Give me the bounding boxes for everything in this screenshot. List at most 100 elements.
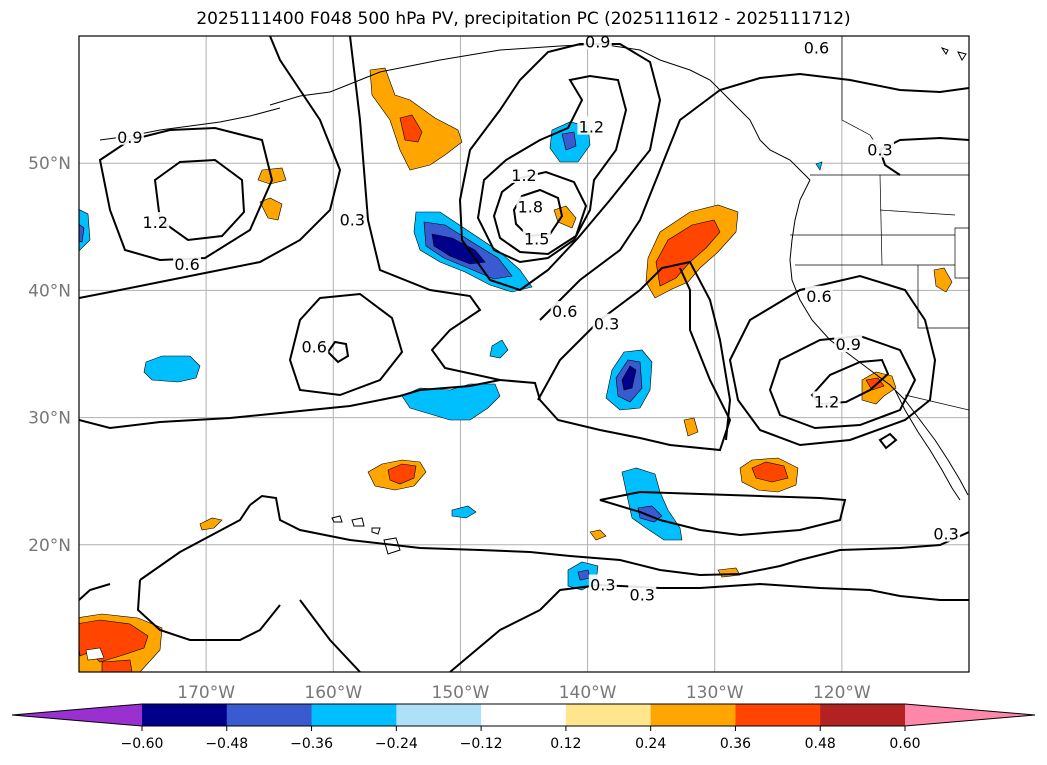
colorbar-tick-label: 0.24 xyxy=(635,736,666,752)
colorbar-extend-low xyxy=(12,704,142,726)
border-states-4 xyxy=(954,227,969,279)
island-small-1 xyxy=(940,47,949,55)
hawaii-island-4 xyxy=(383,537,401,555)
lat-tick-label: 40°N xyxy=(28,281,71,301)
contour-label: 0.9 xyxy=(115,126,144,147)
lon-tick-label: 160°W xyxy=(304,683,362,703)
svg-text:0.3: 0.3 xyxy=(867,140,892,159)
precip-area-east-positive-core xyxy=(751,461,789,483)
pv-contour-0.3-ridge-south xyxy=(599,490,847,537)
svg-text:0.3: 0.3 xyxy=(933,525,958,544)
svg-text:1.2: 1.2 xyxy=(579,118,604,137)
pv-contour-0.3-subtropics xyxy=(79,379,501,430)
island-small-2 xyxy=(957,51,967,61)
svg-text:0.9: 0.9 xyxy=(585,32,610,51)
svg-text:1.2: 1.2 xyxy=(511,166,536,185)
pv-contour-0.9-small-loop xyxy=(878,432,898,450)
colorbar-segment xyxy=(311,704,397,726)
precip-area-small-cyan-1 xyxy=(489,339,509,359)
svg-text:0.3: 0.3 xyxy=(340,210,365,229)
colorbar-segment xyxy=(735,704,821,726)
precip-area-alaska-positive-core xyxy=(399,114,423,143)
contour-label: 0.3 xyxy=(866,139,894,159)
pv-contour-0.9-west xyxy=(98,126,274,262)
contour-labels: 0.9 1.2 0.6 0.3 0.6 1.2 1.8 1.5 1.2 0.9 0.6 0.3 0.6 0… xyxy=(115,32,961,605)
pv-contour-1.2-gulf xyxy=(476,74,628,264)
svg-text:0.3: 0.3 xyxy=(630,586,655,605)
lat-tick-label: 20°N xyxy=(28,536,71,556)
precip-area-west-negative xyxy=(143,355,201,383)
precip-area-gulf-negative-core xyxy=(561,131,577,151)
pv-contour-0.9-gulf xyxy=(458,43,662,292)
contour-label: 0.6 xyxy=(173,253,202,274)
contour-label: 0.3 xyxy=(592,313,621,334)
svg-text:0.6: 0.6 xyxy=(806,287,831,306)
map-background xyxy=(79,36,969,672)
pv-contour-0.3-west xyxy=(349,36,732,452)
precip-area-band-negative xyxy=(401,383,501,421)
precip-area-alaska-positive xyxy=(369,67,463,171)
pv-contour-0.3-south xyxy=(249,494,969,577)
contour-label: 0.9 xyxy=(834,334,863,354)
colorbar-tick-label: −0.24 xyxy=(375,736,418,752)
lon-tick-label: 170°W xyxy=(177,683,235,703)
precip-area-small-cyan-4 xyxy=(815,161,823,171)
svg-text:1.2: 1.2 xyxy=(814,392,839,411)
colorbar-segment xyxy=(226,704,313,726)
pv-contour-1.8-gulf xyxy=(512,188,564,238)
border-states-2 xyxy=(879,174,883,266)
contour-label: 0.6 xyxy=(300,336,329,357)
hawaii-island-3 xyxy=(371,527,381,535)
svg-text:0.9: 0.9 xyxy=(835,335,860,354)
contour-label: 1.2 xyxy=(510,164,538,185)
contour-label: 0.3 xyxy=(628,584,657,605)
pv-contour-0.3-southeast xyxy=(539,582,969,611)
colorbar-tick-label: −0.12 xyxy=(460,736,503,752)
pv-contour-0.3-southwest-loop xyxy=(136,579,281,641)
precip-area-nevada-positive xyxy=(933,267,953,293)
contour-label: 0.6 xyxy=(550,301,579,321)
pv-contour-0.3-bottom xyxy=(299,599,361,672)
precip-area-southwest-positive-core-2 xyxy=(101,659,133,672)
colorbar-segment xyxy=(820,704,906,726)
precip-area-southwest-positive-hole xyxy=(85,647,105,661)
longitude-labels: 170°W 160°W 150°W 140°W 130°W 120°W xyxy=(177,683,871,703)
svg-text:0.3: 0.3 xyxy=(590,576,615,595)
colorbar-tick-label: 0.48 xyxy=(805,736,836,752)
svg-text:0.6: 0.6 xyxy=(552,302,577,321)
svg-text:0.6: 0.6 xyxy=(301,338,326,357)
lon-tick-label: 120°W xyxy=(813,683,871,703)
contour-label: 1.2 xyxy=(577,116,606,137)
colorbar-tick-label: 0.12 xyxy=(550,736,581,752)
chart-title: 2025111400 F048 500 hPa PV, precipitatio… xyxy=(196,9,851,29)
svg-text:0.6: 0.6 xyxy=(174,255,199,274)
lon-tick-label: 150°W xyxy=(432,683,490,703)
contour-label: 0.6 xyxy=(802,37,831,58)
colorbar-tick-label: 0.36 xyxy=(720,736,751,752)
colorbar-segment xyxy=(396,704,482,726)
precip-area-small-cyan-3-core xyxy=(577,569,591,581)
contour-label: 0.9 xyxy=(583,32,612,51)
contour-label: 1.5 xyxy=(522,228,551,249)
precip-area-small-orange-2 xyxy=(259,197,283,221)
lat-tick-label: 30°N xyxy=(28,409,71,429)
pv-contour-0.6-central-loop xyxy=(288,292,404,397)
svg-text:1.8: 1.8 xyxy=(518,198,543,217)
border-us-mexico xyxy=(904,394,969,411)
coastline-baja xyxy=(894,389,961,501)
contour-label: 0.6 xyxy=(804,285,833,306)
latitude-labels: 50°N 40°N 30°N 20°N xyxy=(28,154,71,556)
contour-label: 1.2 xyxy=(812,391,841,411)
colorbar-extend-high xyxy=(905,704,1035,726)
pv-contour-0.3-bottom-2 xyxy=(449,609,541,672)
precip-area-small-orange-4 xyxy=(199,517,223,531)
contour-label: 1.8 xyxy=(516,196,545,217)
hawaii-island-2 xyxy=(351,517,365,527)
contour-label: 1.2 xyxy=(141,211,170,232)
colorbar-tick-label: −0.36 xyxy=(290,736,333,752)
lon-tick-label: 140°W xyxy=(559,683,617,703)
pv-contour-0.6-west xyxy=(79,36,342,299)
svg-text:0.9: 0.9 xyxy=(117,128,142,147)
precipitation-fills xyxy=(79,67,953,672)
